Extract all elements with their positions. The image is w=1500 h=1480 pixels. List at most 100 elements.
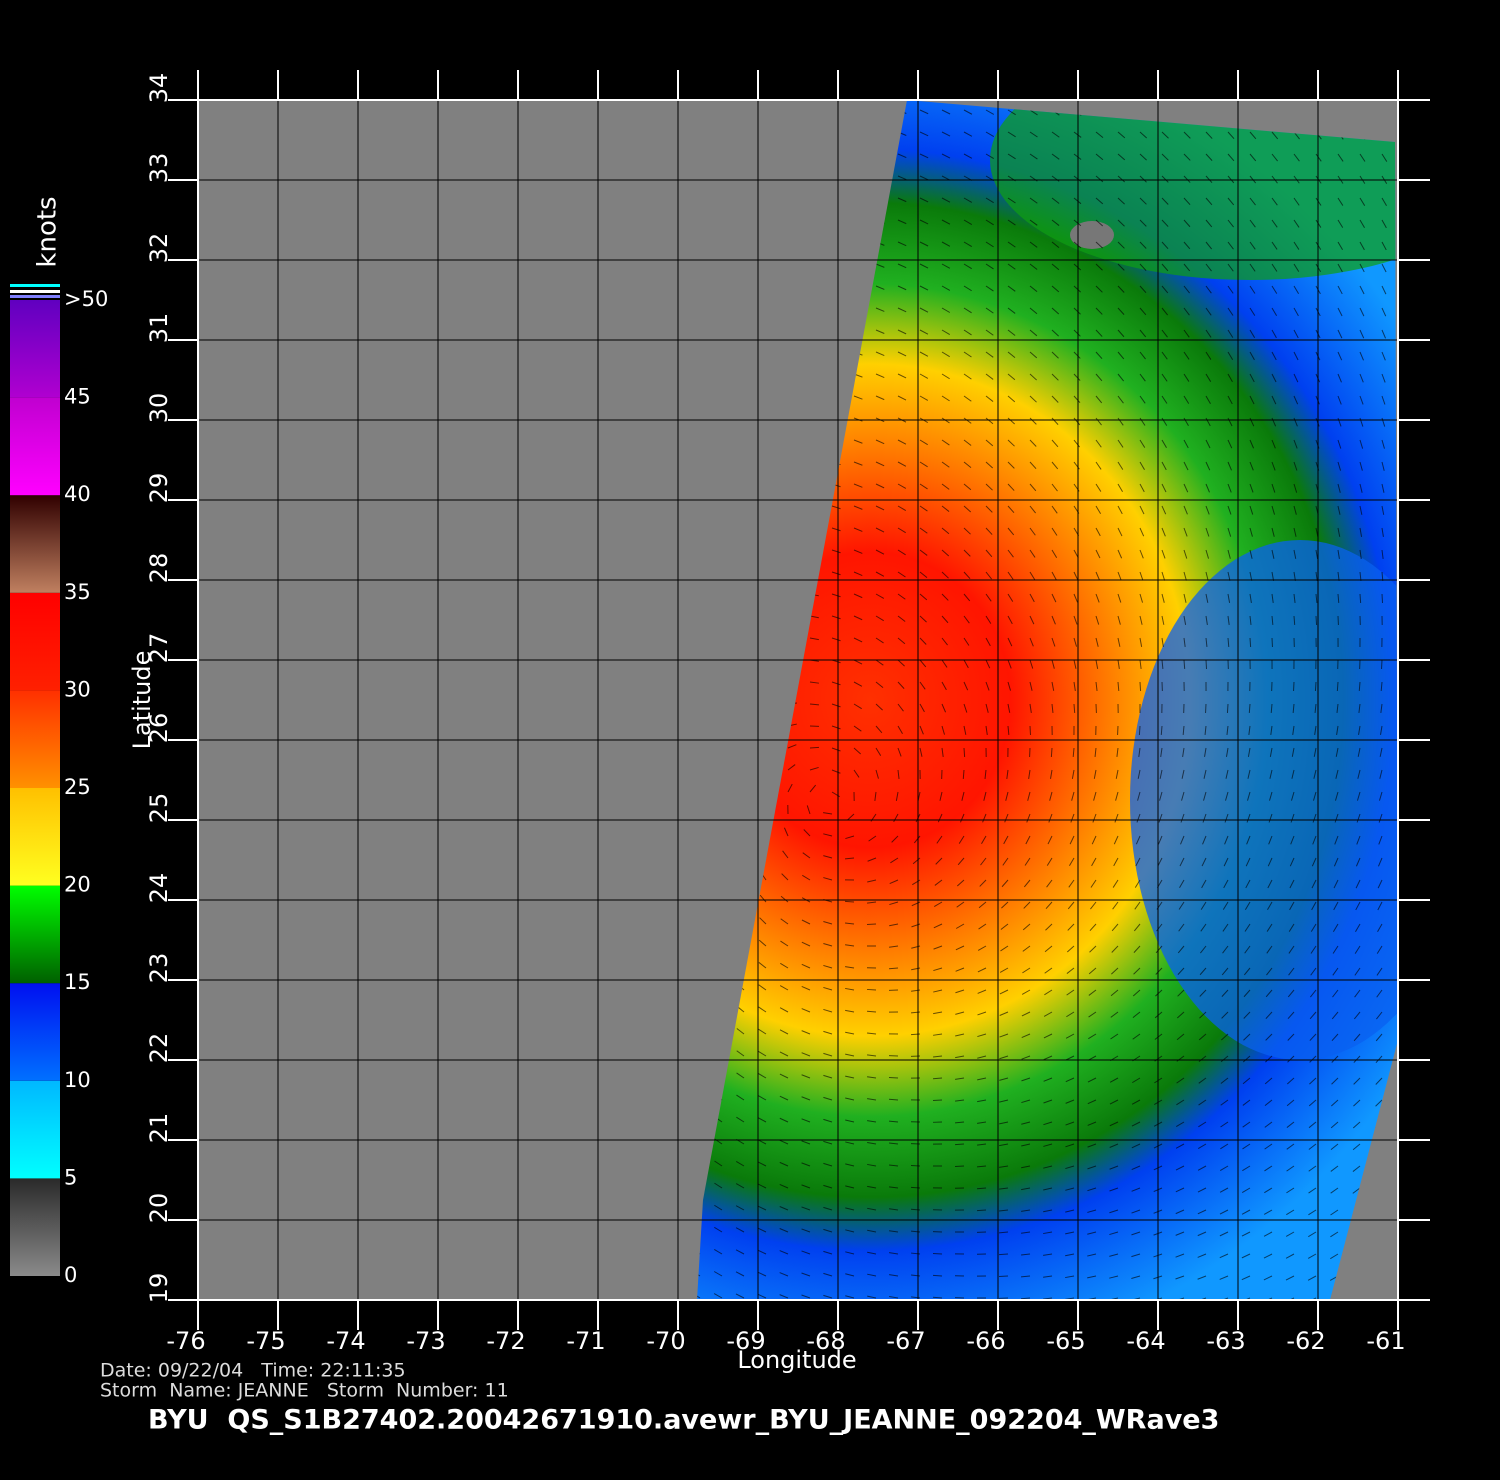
wind-barb [1117, 527, 1123, 537]
wind-barb [1117, 307, 1125, 315]
wind-barb [1264, 1099, 1273, 1107]
y-tick-label: 34 [145, 73, 173, 104]
wind-barb [1381, 241, 1387, 251]
wind-barb [844, 857, 855, 860]
wind-barb [985, 483, 993, 491]
wind-barb [919, 659, 927, 668]
wind-barb [1157, 857, 1163, 867]
wind-barb [919, 681, 926, 690]
wind-barb [897, 461, 907, 467]
wind-barb [1271, 549, 1275, 559]
y-tick-label: 19 [145, 1273, 173, 1304]
wind-barb [1291, 791, 1295, 801]
wind-barb [1315, 571, 1318, 581]
wind-barb [1355, 879, 1361, 889]
colorbar-band [10, 1178, 60, 1276]
wind-barb [1003, 835, 1009, 845]
wind-barb [998, 1231, 1009, 1234]
wind-barb [1205, 351, 1212, 360]
wind-barb [875, 747, 882, 756]
wind-barb [897, 681, 905, 689]
wind-barb [758, 962, 767, 969]
wind-barb [736, 1094, 745, 1101]
wind-barb [1205, 659, 1208, 670]
wind-barb [985, 373, 994, 380]
wind-barb [1051, 285, 1060, 293]
wind-barb [897, 241, 907, 247]
wind-barb [1095, 615, 1100, 625]
wind-barb [1175, 1143, 1185, 1149]
wind-barb [1289, 857, 1295, 867]
wind-barb [999, 1121, 1009, 1125]
wind-barb [1069, 835, 1075, 845]
wind-barb [875, 571, 885, 577]
wind-barb [1264, 1121, 1273, 1128]
wind-barb [889, 1252, 899, 1255]
wind-barb [1249, 329, 1256, 338]
wind-barb [845, 1273, 855, 1277]
wind-barb [1095, 659, 1099, 669]
wind-barb [1007, 483, 1015, 491]
wind-barb [1293, 395, 1299, 405]
wind-barb [1183, 197, 1191, 205]
wind-barb [1246, 835, 1251, 845]
wind-barb [845, 1031, 855, 1035]
wind-barb [941, 483, 950, 490]
colorbar-band [10, 983, 60, 1081]
wind-barb [1095, 681, 1098, 691]
wind-barb [735, 1293, 745, 1299]
wind-barb [1265, 989, 1273, 998]
wind-barb [919, 131, 929, 137]
wind-barb [1161, 439, 1167, 449]
wind-barb [1245, 857, 1251, 867]
wind-barb [1117, 659, 1120, 669]
wind-barb [736, 1050, 745, 1057]
wind-barb [1073, 263, 1082, 271]
x-tick-label: -64 [1126, 1327, 1165, 1355]
wind-barb [1160, 747, 1163, 757]
wind-barb [1139, 395, 1146, 404]
x-axis-label: Longitude [737, 1346, 856, 1374]
colorbar-unit: knots [33, 196, 63, 267]
wind-barb [963, 681, 969, 691]
wind-barb [1268, 835, 1273, 845]
wind-barb [1308, 1143, 1317, 1150]
x-tick-label: -74 [326, 1327, 365, 1355]
y-tick-label: 32 [145, 233, 173, 264]
wind-barb [1137, 769, 1141, 779]
wind-barb [1087, 1121, 1097, 1126]
wind-barb [1029, 659, 1034, 669]
wind-barb [1000, 923, 1009, 930]
wind-barb [1359, 527, 1363, 537]
wind-barb [1161, 615, 1165, 625]
wind-barb [1021, 1121, 1031, 1125]
wind-barb [1176, 1011, 1185, 1019]
wind-barb [1043, 1033, 1053, 1039]
wind-barb [1091, 857, 1097, 867]
wind-barb [1133, 923, 1141, 932]
wind-barb [1139, 373, 1146, 382]
wind-barb [897, 725, 903, 735]
wind-barb [779, 1183, 789, 1189]
wind-barb [933, 923, 943, 929]
wind-barb [1046, 879, 1053, 888]
wind-barb [1265, 1055, 1273, 1063]
wind-barb [1073, 329, 1081, 337]
wind-barb [1095, 395, 1103, 404]
wind-barb [757, 1161, 767, 1167]
wind-barb [919, 351, 929, 357]
wind-barb [1293, 351, 1299, 361]
wind-barb [1179, 879, 1185, 889]
wind-barb [1375, 1033, 1383, 1042]
wind-barb [1330, 1165, 1339, 1172]
wind-barb [1043, 1165, 1053, 1169]
wind-barb [1222, 901, 1229, 910]
wind-barb [875, 505, 885, 511]
wind-barb [961, 791, 965, 801]
wind-barb [780, 962, 789, 969]
wind-barb [981, 835, 987, 845]
wind-barb [1271, 461, 1276, 471]
wind-barb [1227, 505, 1232, 515]
wind-barb [1095, 505, 1102, 514]
wind-barb [1285, 1253, 1295, 1259]
